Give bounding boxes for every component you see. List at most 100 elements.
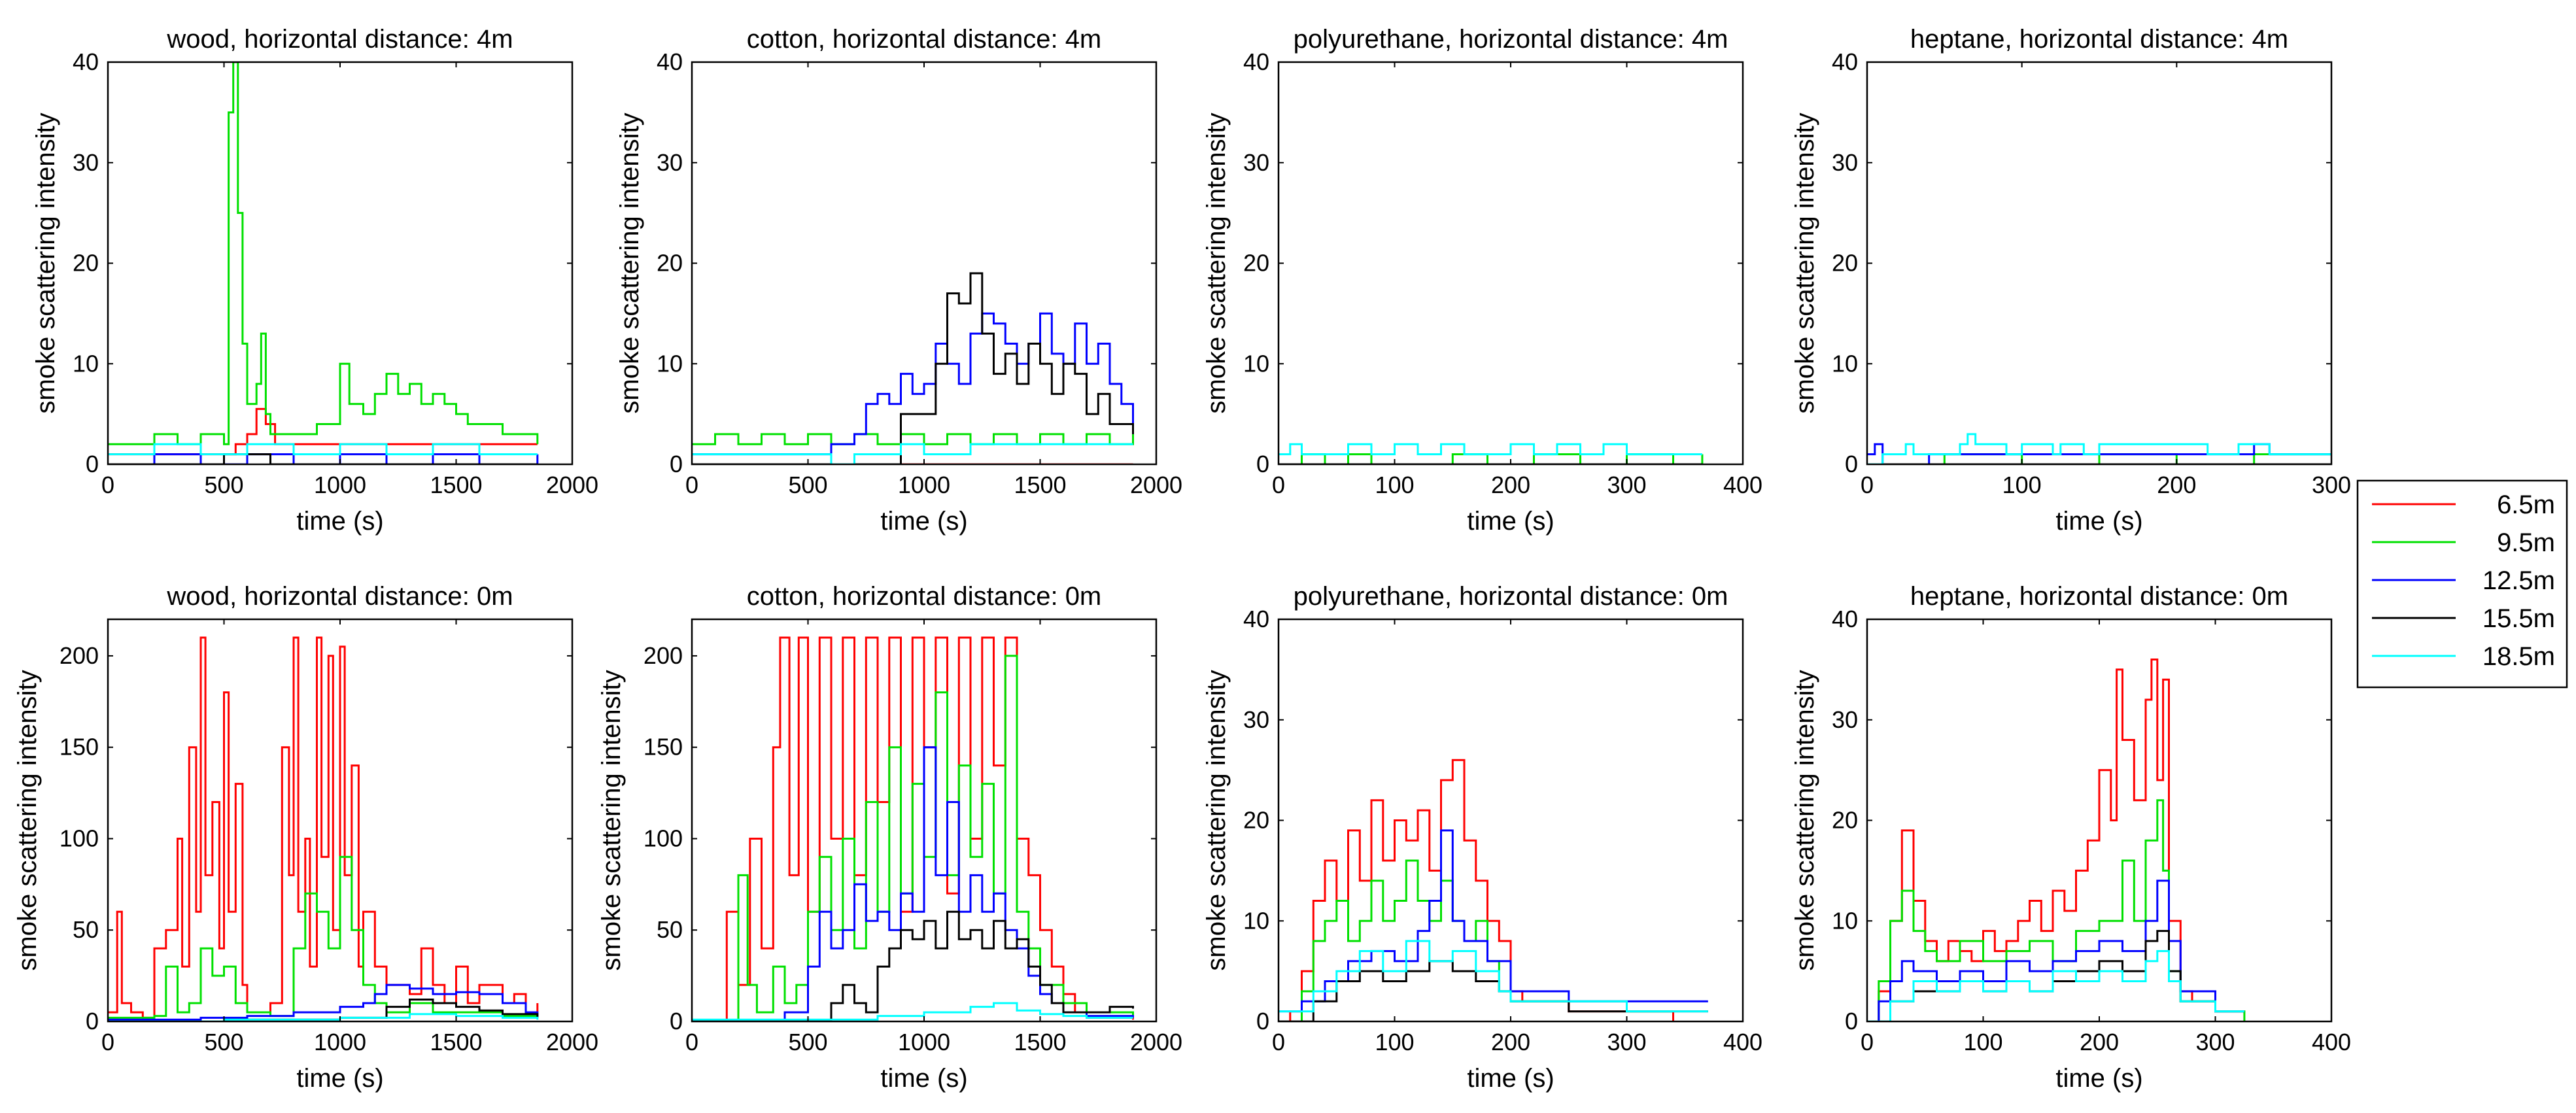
y-tick-label: 20 <box>73 250 99 277</box>
y-tick-label: 150 <box>644 734 683 761</box>
y-tick-label: 10 <box>73 350 99 377</box>
y-tick-label: 0 <box>1845 451 1858 477</box>
x-tick-label: 200 <box>2080 1029 2119 1055</box>
x-axis-label: time (s) <box>296 1064 383 1093</box>
legend-label: 15.5m <box>2482 604 2555 633</box>
x-tick-label: 1500 <box>1014 1029 1066 1055</box>
y-tick-label: 50 <box>657 916 683 943</box>
y-tick-label: 10 <box>1832 350 1858 377</box>
x-tick-label: 0 <box>1272 1029 1285 1055</box>
x-tick-label: 400 <box>2312 1029 2351 1055</box>
series-line-6.5m <box>1279 759 1674 1021</box>
series-line-18.5m <box>1867 950 2244 1021</box>
series-line-6.5m <box>108 407 538 456</box>
x-tick-label: 2000 <box>1130 471 1182 498</box>
series-line-9.5m <box>692 433 1134 445</box>
x-axis-label: time (s) <box>1467 507 1554 536</box>
x-tick-label: 300 <box>2195 1029 2235 1055</box>
x-tick-label: 0 <box>1861 1029 1874 1055</box>
y-tick-label: 30 <box>1243 706 1269 733</box>
y-tick-label: 30 <box>1832 706 1858 733</box>
x-tick-label: 400 <box>1723 1029 1762 1055</box>
y-tick-label: 200 <box>644 642 683 669</box>
x-tick-label: 300 <box>2312 471 2351 498</box>
subplot-3: 0 100 200 300 400 0 10 20 30 40 polyurethane, hori… <box>1202 25 1762 536</box>
x-tick-label: 400 <box>1723 471 1762 498</box>
y-tick-label: 10 <box>657 350 683 377</box>
chart-title: cotton, horizontal distance: 0m <box>747 582 1102 611</box>
series-line-6.5m <box>1867 659 2244 1021</box>
y-tick-label: 50 <box>73 916 99 943</box>
x-tick-label: 500 <box>204 1029 243 1055</box>
x-tick-label: 2000 <box>546 1029 598 1055</box>
chart-title: cotton, horizontal distance: 4m <box>747 25 1102 54</box>
y-tick-label: 0 <box>670 451 683 477</box>
legend-label: 12.5m <box>2482 566 2555 595</box>
y-tick-label: 10 <box>1243 350 1269 377</box>
y-tick-label: 0 <box>1845 1008 1858 1035</box>
x-tick-label: 1500 <box>1014 471 1066 498</box>
x-tick-label: 0 <box>1861 471 1874 498</box>
plot-area <box>1279 62 1743 464</box>
x-tick-label: 2000 <box>1130 1029 1182 1055</box>
subplot-2: 0 500 1000 1500 2000 0 10 20 30 40 cotton, horizon… <box>615 25 1182 536</box>
x-tick-label: 100 <box>2002 471 2042 498</box>
x-axis-label: time (s) <box>880 507 967 536</box>
y-tick-label: 0 <box>670 1008 683 1035</box>
x-axis-label: time (s) <box>2055 507 2142 536</box>
y-tick-label: 20 <box>1832 807 1858 834</box>
x-axis-label: time (s) <box>880 1064 967 1093</box>
y-axis-label: smoke scattering intensity <box>13 670 42 970</box>
x-tick-label: 2000 <box>546 471 598 498</box>
chart-title: polyurethane, horizontal distance: 0m <box>1294 582 1728 611</box>
y-tick-label: 0 <box>86 451 99 477</box>
x-tick-label: 1000 <box>314 471 366 498</box>
x-tick-label: 0 <box>1272 471 1285 498</box>
x-tick-label: 500 <box>788 471 827 498</box>
subplot-8: 0 100 200 300 400 0 10 20 30 40 heptane, horizonta… <box>1791 582 2351 1093</box>
legend-label: 6.5m <box>2497 490 2555 519</box>
series-line-6.5m <box>108 636 539 1019</box>
chart-title: wood, horizontal distance: 0m <box>166 582 513 611</box>
x-axis-label: time (s) <box>2055 1064 2142 1093</box>
y-tick-label: 40 <box>1243 48 1269 75</box>
y-tick-label: 10 <box>1832 907 1858 934</box>
x-tick-label: 1500 <box>430 1029 482 1055</box>
x-tick-label: 0 <box>685 471 698 498</box>
series-line-9.5m <box>108 62 539 445</box>
x-tick-label: 1000 <box>314 1029 366 1055</box>
series-line-15.5m <box>692 272 1134 464</box>
series-group <box>1867 433 2331 464</box>
subplot-7: 0 100 200 300 400 0 10 20 30 40 polyurethane, hori… <box>1202 582 1762 1093</box>
legend: 6.5m 9.5m 12.5m 15.5m 18.5m <box>2356 479 2568 689</box>
x-tick-label: 500 <box>204 471 243 498</box>
x-tick-label: 300 <box>1607 471 1646 498</box>
y-tick-label: 30 <box>657 149 683 176</box>
x-axis-label: time (s) <box>296 507 383 536</box>
chart-title: heptane, horizontal distance: 0m <box>1910 582 2288 611</box>
series-line-18.5m <box>1279 443 1702 456</box>
series-group <box>108 62 539 464</box>
y-tick-label: 100 <box>60 825 99 851</box>
chart-title: wood, horizontal distance: 4m <box>166 25 513 54</box>
y-tick-label: 10 <box>1243 907 1269 934</box>
y-axis-label: smoke scattering intensity <box>31 112 60 413</box>
y-tick-label: 0 <box>1256 451 1269 477</box>
y-tick-label: 20 <box>1243 807 1269 834</box>
chart-title: heptane, horizontal distance: 4m <box>1910 25 2288 54</box>
x-tick-label: 1000 <box>898 471 950 498</box>
y-tick-label: 20 <box>1832 250 1858 277</box>
y-tick-label: 30 <box>1832 149 1858 176</box>
x-tick-label: 100 <box>1375 471 1414 498</box>
series-line-18.5m <box>108 443 538 456</box>
legend-label: 9.5m <box>2497 528 2555 557</box>
y-tick-label: 20 <box>1243 250 1269 277</box>
x-tick-label: 0 <box>101 1029 114 1055</box>
y-axis-label: smoke scattering intensity <box>615 112 644 413</box>
series-line-9.5m <box>108 855 539 1019</box>
x-tick-label: 100 <box>1375 1029 1414 1055</box>
series-line-12.5m <box>108 984 539 1021</box>
subplot-4: 0 100 200 300 0 10 20 30 40 heptane, horizontal d… <box>1791 25 2351 536</box>
chart-title: polyurethane, horizontal distance: 4m <box>1294 25 1728 54</box>
